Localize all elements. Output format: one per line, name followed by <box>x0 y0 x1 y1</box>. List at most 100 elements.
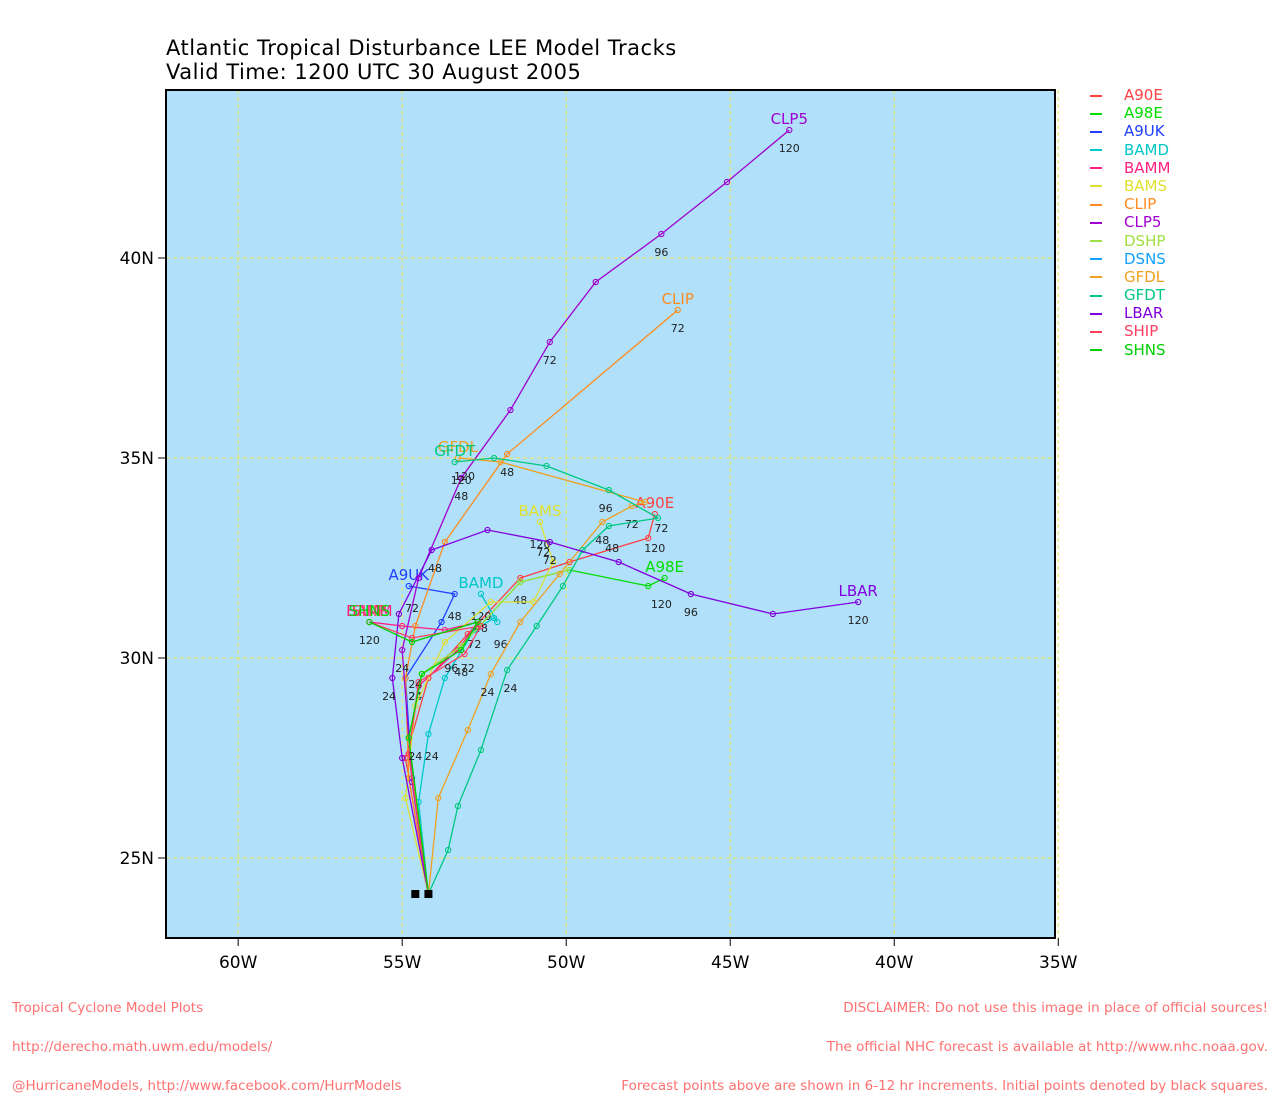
legend-label: A98E <box>1124 104 1163 123</box>
forecast-point <box>474 618 481 626</box>
forecast-hour-label: 120 <box>359 634 380 647</box>
forecast-hour-label: 120 <box>451 474 472 487</box>
legend-label: A90E <box>1124 86 1163 104</box>
legend-swatch <box>1090 112 1102 115</box>
forecast-point <box>438 618 445 626</box>
forecast-hour-label: 72 <box>467 638 481 651</box>
forecast-point <box>477 590 485 598</box>
track-end-label: A9UK <box>388 566 430 584</box>
track-end-label: BAMD <box>458 574 503 592</box>
forecast-point <box>408 638 416 646</box>
legend-item-gfdl: GFDL <box>1090 268 1170 286</box>
y-tick-label: 30N <box>120 649 154 669</box>
forecast-point <box>490 454 498 462</box>
legend-label: BAMD <box>1124 140 1170 159</box>
legend-item-gfdt: GFDT <box>1090 286 1170 304</box>
forecast-point <box>517 618 524 626</box>
forecast-point <box>687 590 695 598</box>
forecast-point <box>399 646 406 654</box>
track-line-gfdl <box>427 457 648 895</box>
forecast-point <box>399 754 406 762</box>
track-end-label: GFDT <box>434 442 476 460</box>
forecast-point <box>645 534 652 542</box>
forecast-point <box>477 622 485 630</box>
forecast-hour-label: 48 <box>448 610 462 623</box>
forecast-point <box>507 406 514 414</box>
initial-point-square <box>424 890 433 898</box>
legend-item-bamd: BAMD <box>1090 141 1170 159</box>
legend-label: BAMM <box>1124 158 1171 177</box>
forecast-point <box>461 650 468 658</box>
forecast-point <box>661 574 668 582</box>
forecast-point <box>441 638 448 646</box>
forecast-point <box>444 846 452 854</box>
legend-swatch <box>1090 221 1102 224</box>
forecast-point <box>389 674 396 682</box>
forecast-point <box>556 570 563 578</box>
forecast-hour-label: 24 <box>382 690 396 703</box>
track-line-gfdt <box>427 457 660 895</box>
legend-item-lbar: LBAR <box>1090 304 1170 322</box>
forecast-point <box>477 746 485 754</box>
legend-swatch <box>1090 185 1102 188</box>
y-tick-label: 35N <box>120 449 154 469</box>
legend-label: CLIP <box>1124 195 1157 214</box>
forecast-point <box>533 622 540 630</box>
legend-label: GFDL <box>1124 267 1165 286</box>
legend-item-a98e: A98E <box>1090 104 1170 122</box>
forecast-hour-label: 72 <box>654 522 668 535</box>
initial-point-square <box>411 890 420 898</box>
legend-swatch <box>1090 240 1102 242</box>
legend-swatch <box>1090 149 1102 152</box>
legend-item-ship: SHIP <box>1090 322 1170 340</box>
forecast-hour-label: 48 <box>428 562 442 575</box>
track-end-label: CLP5 <box>771 110 808 128</box>
forecast-point <box>405 582 412 590</box>
forecast-hour-label: 48 <box>605 542 619 555</box>
legend-label: SHNS <box>1124 340 1166 359</box>
forecast-point <box>408 634 416 642</box>
legend-item-clp5: CLP5 <box>1090 213 1170 231</box>
forecast-point <box>487 598 494 606</box>
track-end-label: GFDL <box>438 438 479 456</box>
legend-item-clip: CLIP <box>1090 195 1170 213</box>
forecast-hour-label: 48 <box>454 490 468 503</box>
legend: A90E A98E A9UK BAMD BAMM BAMS CLIP CLP5 DSHP DSNS… <box>1090 86 1170 359</box>
footer-link[interactable]: http://derecho.math.uwm.edu/models/ <box>12 1039 273 1055</box>
forecast-point <box>786 126 793 134</box>
forecast-point <box>517 574 524 582</box>
track-line-bamd <box>417 593 498 895</box>
legend-swatch <box>1090 276 1102 279</box>
forecast-point <box>543 462 550 470</box>
legend-swatch <box>1090 349 1102 352</box>
legend-swatch <box>1090 312 1102 315</box>
footer-link[interactable]: @HurricaneModels, http://www.facebook.co… <box>12 1078 402 1094</box>
forecast-point <box>454 802 462 810</box>
forecast-point <box>579 546 586 554</box>
forecast-point <box>559 582 567 590</box>
forecast-hour-label: 120 <box>651 598 672 611</box>
forecast-point <box>441 674 448 682</box>
forecast-hour-label: 96 <box>654 246 668 259</box>
forecast-hour-label: 72 <box>625 518 639 531</box>
legend-label: A9UK <box>1124 122 1165 141</box>
forecast-point <box>402 674 409 682</box>
forecast-point <box>494 618 501 626</box>
legend-label: BAMS <box>1124 176 1168 195</box>
forecast-hour-label: 96 <box>684 606 698 619</box>
forecast-point <box>366 618 373 626</box>
chart-subtitle: Valid Time: 1200 UTC 30 August 2005 <box>166 60 582 84</box>
forecast-hour-label: 24 <box>395 662 409 675</box>
legend-label: DSHP <box>1124 231 1166 250</box>
legend-item-bams: BAMS <box>1090 177 1170 195</box>
track-line-ship <box>369 621 483 895</box>
legend-item-a9uk: A9UK <box>1090 122 1170 140</box>
forecast-point <box>405 734 412 742</box>
forecast-point <box>566 558 573 566</box>
forecast-point <box>605 522 613 530</box>
forecast-point <box>645 582 652 590</box>
forecast-hour-label: 120 <box>454 470 475 483</box>
